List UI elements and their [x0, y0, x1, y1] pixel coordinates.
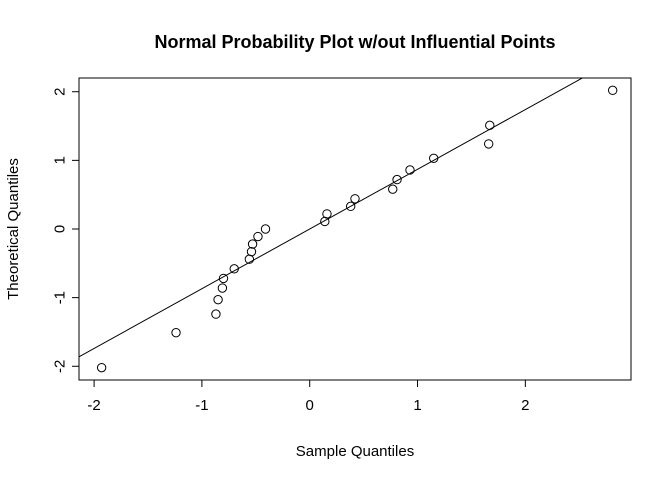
- data-point: [345, 201, 356, 212]
- data-points-group: [96, 85, 618, 373]
- data-point: [607, 85, 618, 96]
- y-tick-label: -1: [51, 291, 68, 304]
- data-point: [429, 153, 439, 164]
- y-tick-label: 2: [51, 88, 68, 96]
- data-point: [392, 174, 402, 185]
- data-point: [218, 273, 229, 284]
- y-tick-label: -2: [51, 360, 68, 373]
- y-axis: -2 -1 0 1 2: [51, 88, 80, 373]
- x-tick-label: -1: [195, 397, 208, 414]
- chart-title: Normal Probability Plot w/out Influentia…: [154, 32, 555, 52]
- data-point: [350, 194, 360, 204]
- reference-line: [79, 78, 584, 358]
- x-tick-label: -2: [87, 397, 100, 414]
- data-point: [247, 239, 258, 249]
- data-point: [483, 139, 494, 149]
- plot-area-frame: [78, 77, 632, 381]
- y-axis-label: Theoretical Quantiles: [5, 158, 22, 300]
- x-axis: -2 -1 0 1 2: [87, 379, 530, 414]
- data-point: [171, 327, 181, 338]
- data-point: [213, 294, 223, 305]
- y-tick-label: 1: [51, 156, 68, 164]
- data-point: [229, 264, 239, 274]
- data-point: [405, 165, 415, 175]
- data-point: [211, 309, 221, 319]
- x-tick-label: 0: [306, 397, 314, 414]
- data-point: [322, 209, 332, 219]
- data-point: [96, 362, 107, 373]
- data-point: [260, 224, 271, 234]
- reference-line-group: [79, 78, 584, 358]
- x-tick-label: 2: [521, 397, 529, 414]
- data-point: [246, 246, 257, 257]
- data-point: [217, 283, 228, 293]
- x-tick-label: 1: [413, 397, 421, 414]
- data-point: [388, 184, 398, 194]
- data-point: [253, 231, 263, 242]
- y-tick-label: 0: [51, 225, 68, 233]
- x-axis-label: Sample Quantiles: [296, 443, 414, 460]
- data-point: [485, 120, 495, 131]
